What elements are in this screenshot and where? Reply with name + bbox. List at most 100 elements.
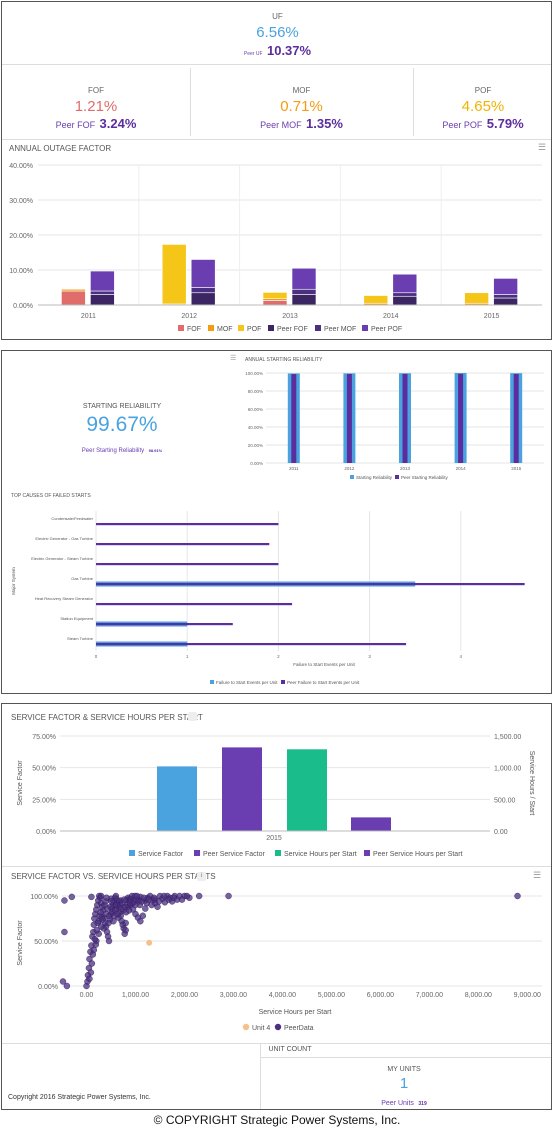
scatter-point	[93, 927, 100, 934]
bar	[96, 603, 293, 606]
mof-label: MOF	[292, 86, 311, 95]
bar	[291, 288, 317, 295]
my-units-label: MY UNITS	[387, 1066, 421, 1073]
scatter-point	[154, 903, 161, 910]
peer-units-value: 319	[418, 1101, 427, 1107]
y-axis-label: Service Factor	[17, 760, 24, 806]
y-tick-label: Electric Generator - Steam Turbine	[31, 556, 94, 561]
service-factor-panel: SERVICE FACTOR & SERVICE HOURS PER START…	[1, 703, 552, 1110]
divider	[413, 68, 414, 136]
legend-label: Service Hours per Start	[284, 851, 357, 858]
x-tick-label: 8,000.00	[465, 992, 492, 999]
hamburger-menu-icon[interactable]: ☰	[230, 355, 237, 362]
x-tick-label: 0.00	[80, 992, 94, 999]
bar	[363, 295, 389, 304]
divider	[2, 64, 551, 65]
scatter-point	[155, 898, 163, 905]
y-axis-label-right: Service Hours / Start	[528, 751, 535, 816]
legend-label: Peer POF	[371, 326, 402, 333]
bar	[458, 373, 464, 463]
starting-reliability-label: STARTING RELIABILITY	[82, 403, 162, 410]
scatter-point	[108, 898, 115, 905]
pof-peer-label: Peer POF	[442, 120, 483, 130]
scatter-point	[148, 901, 155, 909]
scatter-point	[146, 939, 153, 946]
bar	[291, 267, 317, 290]
scatter-point	[170, 894, 177, 902]
scatter-point	[122, 919, 129, 927]
bar	[90, 290, 115, 295]
bar	[262, 300, 288, 306]
y-tick-label: Gas Turbine	[71, 576, 94, 581]
x-tick-label: 9,000.00	[514, 992, 541, 999]
scatter-point	[97, 909, 104, 916]
x-tick-label: 5,000.00	[318, 992, 345, 999]
info-badge[interactable]	[188, 712, 197, 721]
legend-swatch	[281, 680, 285, 684]
uf-value: 6.56%	[256, 24, 299, 41]
bar	[392, 292, 418, 297]
y-tick-label-right: 1,500.00	[494, 734, 521, 741]
bar	[96, 563, 279, 566]
bar	[262, 292, 288, 299]
starting-peer-value: 98.91%	[148, 448, 163, 453]
bar	[392, 295, 418, 306]
legend-swatch	[350, 475, 354, 479]
scatter-point	[63, 982, 71, 990]
bar	[287, 749, 327, 831]
hamburger-menu-icon[interactable]: ☰	[533, 870, 542, 880]
y-tick-label: 10.00%	[9, 268, 33, 275]
x-tick-label: 0	[95, 654, 98, 659]
y-tick-label: Station Equipment	[60, 616, 94, 621]
footer-copyright: © COPYRIGHT Strategic Power Systems, Inc…	[153, 1113, 401, 1127]
divider	[190, 68, 191, 136]
bar	[96, 523, 279, 526]
legend-label: Peer Service Factor	[203, 851, 266, 858]
y-tick-label: 40.00%	[248, 425, 263, 430]
legend-swatch	[274, 1023, 282, 1031]
x-tick-label: 2,000.00	[171, 992, 198, 999]
scatter-point	[88, 960, 96, 967]
bar	[61, 290, 86, 306]
scatter-point	[91, 936, 99, 943]
starting-peer-label: Peer Starting Reliability	[81, 448, 145, 454]
x-tick-label: 2012	[181, 313, 197, 320]
x-tick-label: 2	[277, 654, 280, 659]
x-tick-label: 2015	[511, 466, 522, 471]
scatter-point	[68, 893, 75, 901]
scatter-point	[86, 975, 93, 983]
scatter-point	[137, 918, 144, 925]
x-axis-label: Failure to Start Events per Unit	[293, 662, 355, 667]
x-tick-label: 2013	[400, 466, 411, 471]
bar	[190, 292, 216, 306]
divider	[2, 139, 551, 140]
legend-label: Peer Failure to Start Events per Unit	[287, 680, 360, 685]
y-tick-label: Electric Generator - Gas Turbine	[35, 536, 93, 541]
pof-label: POF	[474, 86, 492, 95]
legend-label: POF	[247, 326, 261, 333]
fof-peer-value: 3.24%	[99, 116, 137, 131]
legend-label: FOF	[187, 326, 201, 333]
x-tick-label: 5	[551, 654, 552, 659]
legend-label: Peer MOF	[324, 326, 356, 333]
bar	[402, 373, 408, 463]
info-badge[interactable]: i	[197, 872, 206, 881]
bar	[90, 270, 115, 292]
scatter-point	[142, 905, 149, 912]
legend-label: PeerData	[284, 1025, 314, 1032]
scatter-point	[88, 893, 95, 901]
scatter-point	[121, 896, 128, 903]
scatter-point	[97, 892, 105, 900]
uf-peer-label: Peer UF	[243, 51, 263, 57]
legend-label: Peer Starting Reliability	[401, 475, 449, 480]
legend-label: Peer FOF	[277, 326, 308, 333]
y-tick-label: 60.00%	[248, 407, 263, 412]
bar	[464, 292, 489, 304]
fof-block: FOF 1.21% Peer FOF 3.24%	[2, 86, 190, 133]
scatter-point	[61, 928, 68, 936]
hamburger-menu-icon[interactable]: ☰	[538, 142, 547, 152]
x-tick-label: 2015	[484, 313, 500, 320]
legend-swatch	[208, 325, 214, 331]
y-tick-label: Condensate/Feedwater	[51, 516, 93, 521]
annual-starting-chart: 0.00% 20.00% 40.00% 60.00% 80.00% 100.00% 2011…	[245, 371, 544, 480]
